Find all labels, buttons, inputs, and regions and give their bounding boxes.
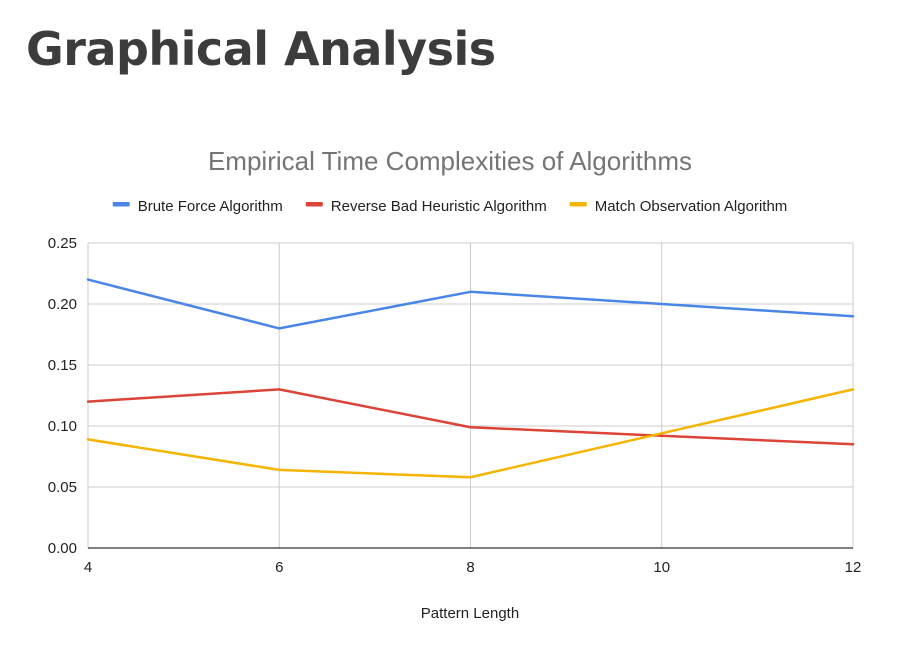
legend-label: Reverse Bad Heuristic Algorithm bbox=[331, 198, 547, 215]
x-tick-label: 4 bbox=[84, 559, 92, 576]
legend-item: Reverse Bad Heuristic Algorithm bbox=[305, 198, 547, 215]
legend-swatch bbox=[112, 202, 130, 207]
x-tick-label: 10 bbox=[653, 559, 670, 576]
x-tick-label: 8 bbox=[466, 559, 474, 576]
data-point bbox=[86, 438, 90, 441]
data-point bbox=[851, 315, 855, 318]
data-point bbox=[660, 434, 663, 437]
legend-swatch bbox=[305, 202, 323, 207]
x-axis-label: Pattern Length bbox=[421, 605, 519, 622]
data-point bbox=[660, 302, 663, 306]
legend-label: Brute Force Algorithm bbox=[138, 198, 283, 215]
y-tick-label: 0.10 bbox=[48, 418, 77, 435]
legend-item: Brute Force Algorithm bbox=[112, 198, 283, 215]
y-tick-label: 0.05 bbox=[48, 479, 77, 496]
y-tick-label: 0.00 bbox=[48, 540, 77, 557]
data-point bbox=[469, 426, 472, 429]
y-tick-label: 0.20 bbox=[48, 296, 77, 313]
data-point bbox=[278, 468, 281, 472]
chart-title: Empirical Time Complexities of Algorithm… bbox=[208, 146, 692, 176]
data-point bbox=[86, 278, 90, 281]
y-tick-label: 0.25 bbox=[48, 235, 77, 252]
chart-legend: Brute Force Algorithm Reverse Bad Heurist… bbox=[112, 198, 788, 215]
data-point bbox=[86, 400, 90, 403]
data-point bbox=[469, 290, 472, 293]
x-tick-label: 12 bbox=[845, 559, 862, 576]
data-point bbox=[851, 443, 855, 446]
legend-item: Match Observation Algorithm bbox=[569, 198, 788, 215]
data-point bbox=[278, 327, 281, 330]
legend-swatch bbox=[569, 202, 587, 207]
slide-title: Graphical Analysis bbox=[26, 22, 496, 76]
data-point bbox=[278, 388, 281, 391]
y-tick-label: 0.15 bbox=[48, 357, 77, 374]
x-tick-label: 6 bbox=[275, 559, 283, 576]
x-axis-ticks: 4 6 8 10 12 bbox=[84, 559, 862, 576]
data-point bbox=[660, 432, 663, 435]
y-axis-ticks: 0.00 0.05 0.10 0.15 0.20 0.25 bbox=[48, 235, 77, 557]
data-point bbox=[851, 388, 855, 391]
data-point bbox=[469, 476, 472, 479]
chart-series bbox=[86, 278, 855, 479]
legend-label: Match Observation Algorithm bbox=[595, 198, 788, 215]
